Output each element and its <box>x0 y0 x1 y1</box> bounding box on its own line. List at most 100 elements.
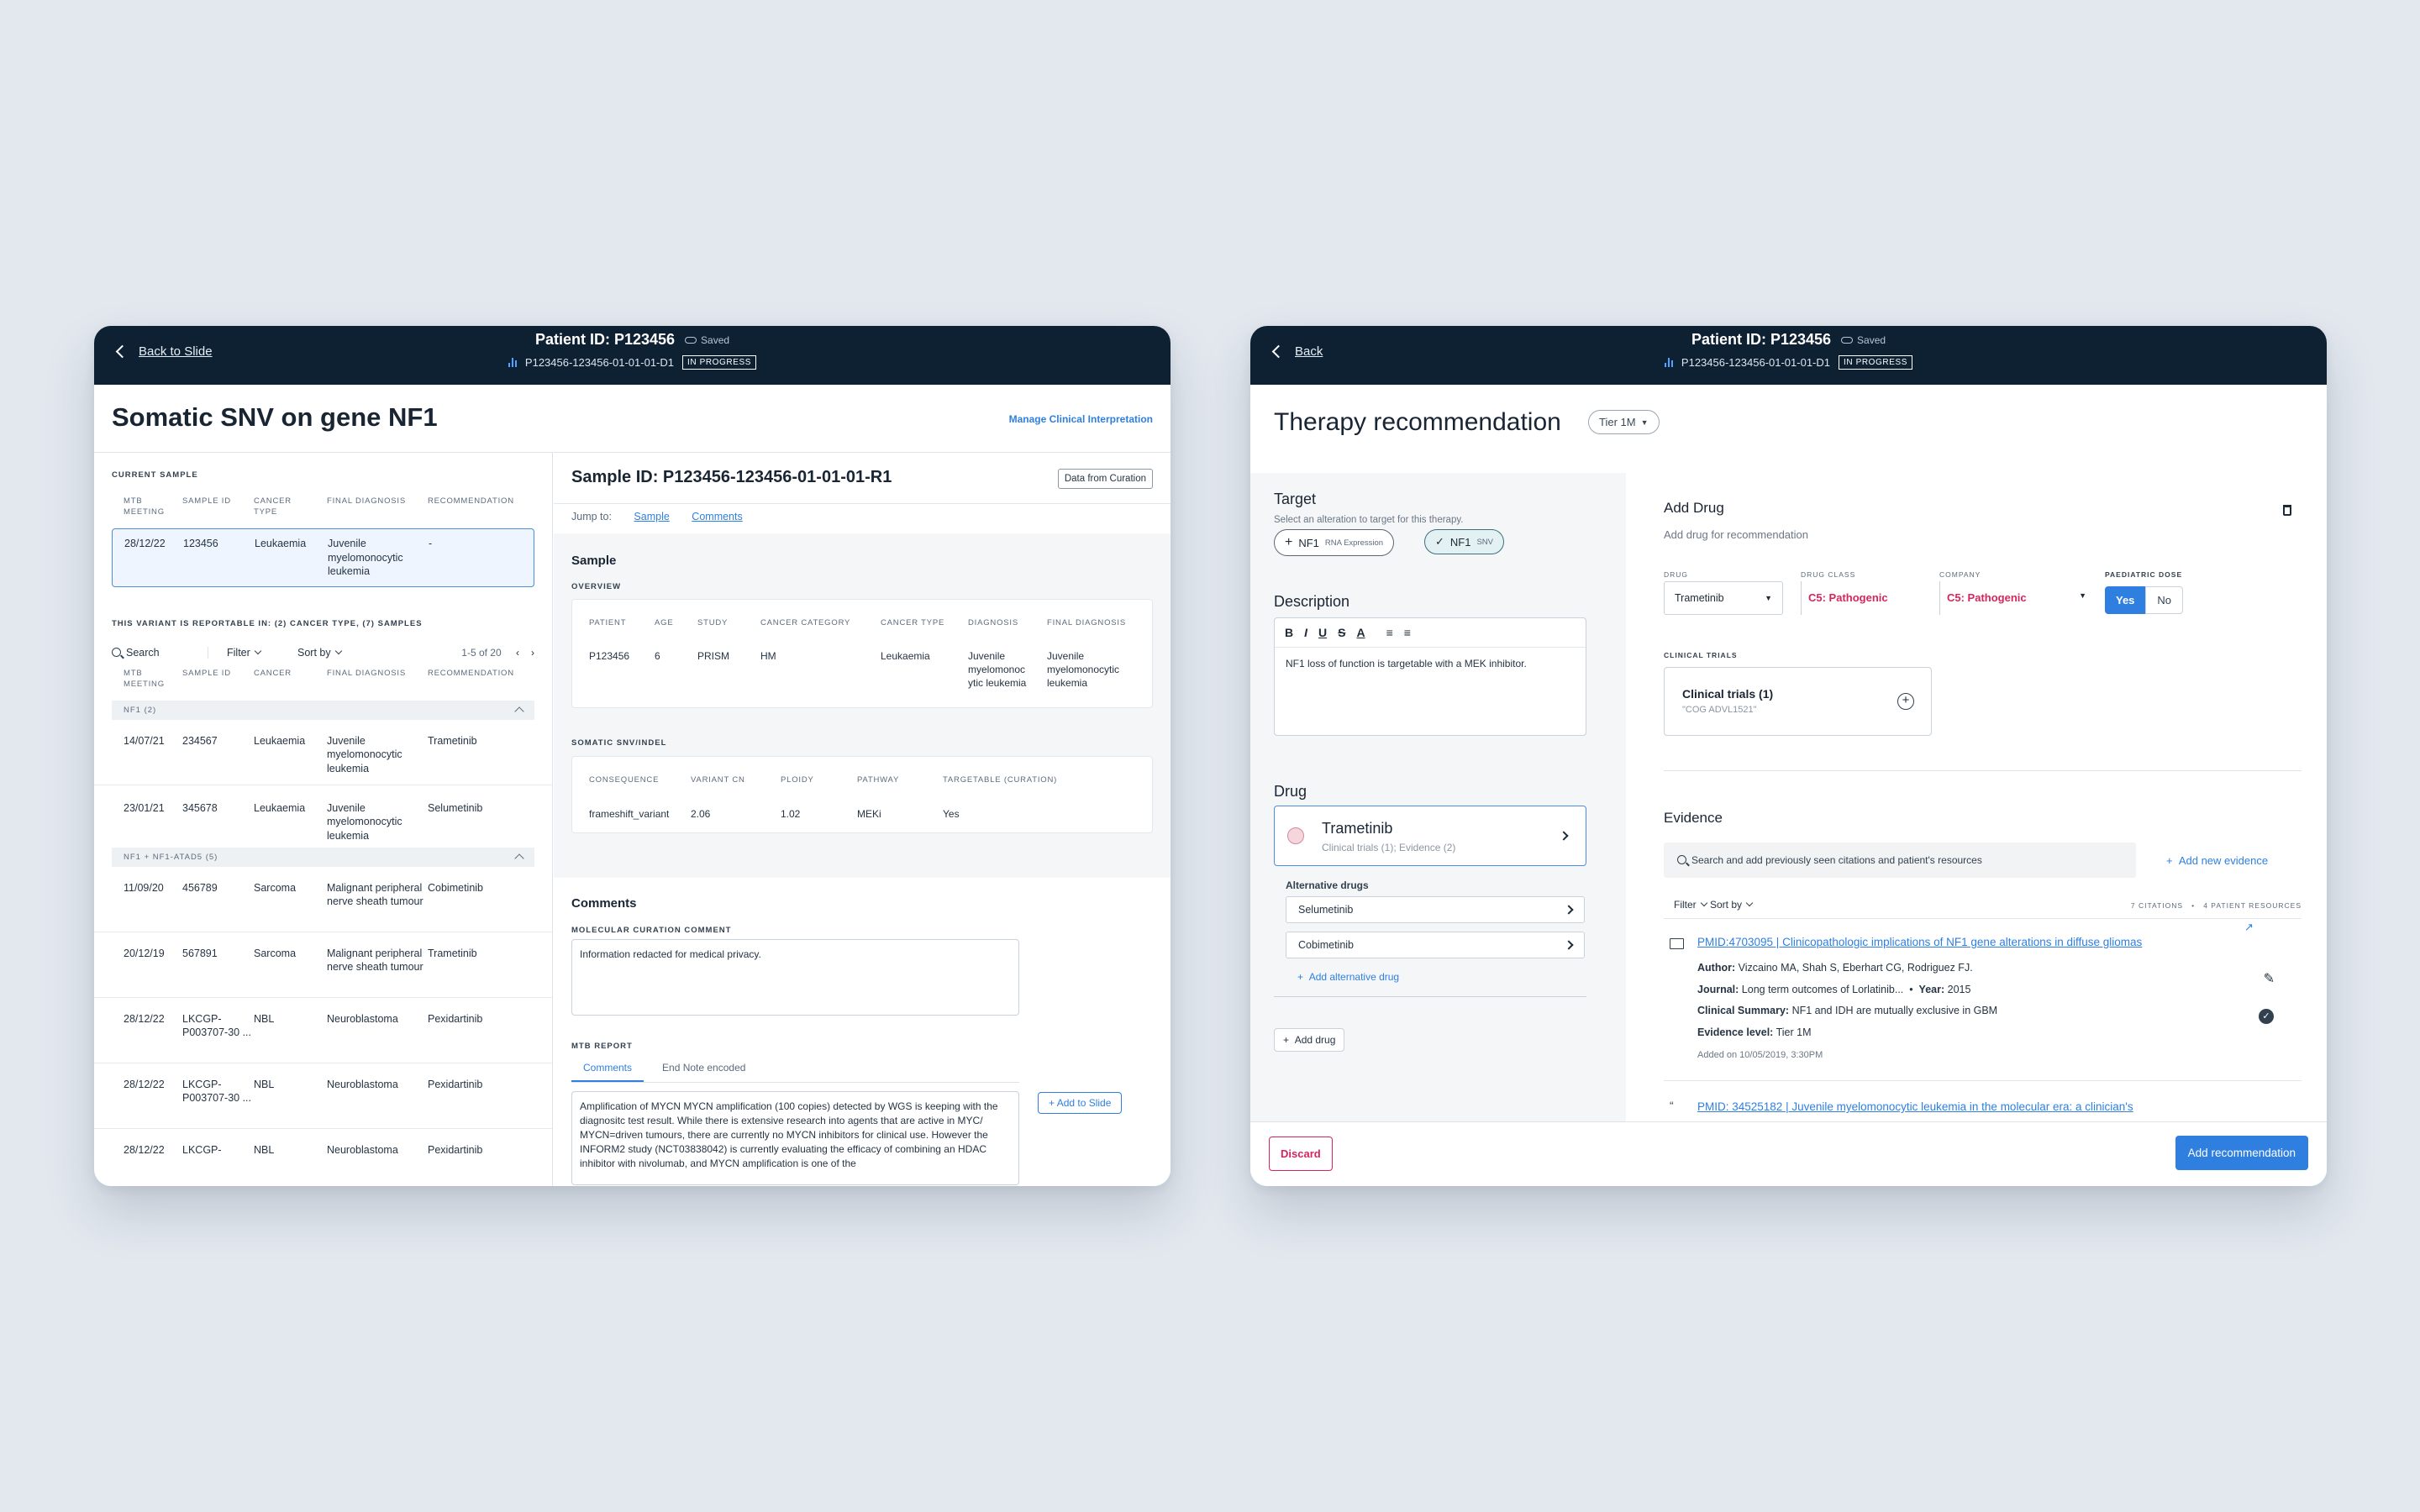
cloud-icon <box>685 336 697 344</box>
paediatric-yes-button[interactable]: Yes <box>2105 586 2146 614</box>
table-row[interactable]: 28/12/22 LKCGP- NBL Neuroblastoma Pexidartin… <box>94 1129 552 1187</box>
sample-heading: Sample <box>571 554 617 568</box>
tab-end-note[interactable]: End Note encoded <box>662 1062 746 1074</box>
current-sample-label: CURRENT SAMPLE <box>112 470 198 480</box>
drug-select[interactable]: Trametinib ▼ <box>1664 581 1783 615</box>
back-to-slide-link[interactable]: Back to Slide <box>115 344 213 359</box>
samples-table-header: MTB MEETING SAMPLE ID CANCER FINAL DIAGNOSIS… <box>124 668 514 689</box>
evidence-link-2[interactable]: PMID: 34525182 | Juvenile myelomonocytic… <box>1697 1100 2133 1113</box>
add-to-slide-button[interactable]: + Add to Slide <box>1038 1092 1123 1114</box>
evidence-link-1[interactable]: PMID:4703095 | Clinicopathologic implica… <box>1697 936 2143 948</box>
alt-drug-selumetinib[interactable]: Selumetinib <box>1286 896 1585 923</box>
search-icon <box>1677 855 1686 864</box>
target-pill-snv[interactable]: ✓ NF1 SNV <box>1424 529 1505 554</box>
tier-dropdown[interactable]: Tier 1M ▼ <box>1588 410 1660 434</box>
chevron-right-icon <box>1564 905 1574 915</box>
jump-sample-link[interactable]: Sample <box>634 511 670 522</box>
sample-detail-panel: Sample ID: P123456-123456-01-01-01-R1 Da… <box>554 452 1171 1186</box>
prev-page-icon[interactable]: ‹ <box>516 646 519 659</box>
overview-label: OVERVIEW <box>571 582 622 591</box>
bullet-list-icon[interactable]: ≡ <box>1386 626 1393 639</box>
clinical-trials-card[interactable]: Clinical trials (1) "COG ADVL1521" + <box>1664 667 1932 736</box>
add-drug-heading: Add Drug <box>1664 500 1724 516</box>
add-new-evidence-link[interactable]: + Add new evidence <box>2166 854 2269 867</box>
filter-dropdown[interactable]: Filter <box>208 647 281 659</box>
jump-comments-link[interactable]: Comments <box>692 511 743 522</box>
sample-id-title: Sample ID: P123456-123456-01-01-01-R1 <box>571 468 892 486</box>
table-row[interactable]: 11/09/20 456789 Sarcoma Malignant periphera… <box>94 867 552 932</box>
chevron-up-icon <box>514 706 524 717</box>
table-row[interactable]: 20/12/19 567891 Sarcoma Malignant periphera… <box>94 932 552 998</box>
recommendation-form: Target Select an alteration to target fo… <box>1250 473 1626 1121</box>
data-from-curation-button[interactable]: Data from Curation <box>1057 469 1153 489</box>
quote-icon: “ <box>1670 1099 1674 1112</box>
search-icon <box>112 647 121 657</box>
table-row[interactable]: 23/01/21 345678 Leukaemia Juvenile myelomon… <box>124 801 483 842</box>
sample-code: P123456-123456-01-01-01-D1 <box>1681 356 1830 369</box>
company-select[interactable]: C5: Pathogenic ▼ <box>1939 581 2093 615</box>
table-row[interactable]: 28/12/22 LKCGP-P003707-30 ... NBL Neuroblas… <box>94 1063 552 1129</box>
manage-clinical-interpretation-link[interactable]: Manage Clinical Interpretation <box>1008 413 1153 425</box>
evidence-details: Author: Vizcaino MA, Shah S, Eberhart CG… <box>1697 962 1998 1060</box>
evidence-filter[interactable]: Filter <box>1674 899 1707 911</box>
add-recommendation-button[interactable]: Add recommendation <box>2175 1136 2308 1170</box>
mtb-report-field[interactable]: Amplification of MYCN MYCN amplification… <box>571 1091 1019 1185</box>
patient-id: Patient ID: P123456 <box>1691 331 1832 348</box>
next-page-icon[interactable]: › <box>531 646 534 659</box>
book-icon <box>1670 938 1684 949</box>
drug-class-label: DRUG CLASS <box>1801 570 1856 579</box>
caret-down-icon: ▼ <box>1640 417 1649 427</box>
drug-name: Trametinib <box>1322 820 1393 837</box>
overview-card: PATIENT AGE STUDY CANCER CATEGORY CANCER TYP… <box>571 599 1153 708</box>
tab-comments[interactable]: Comments <box>571 1062 644 1082</box>
selected-drug-card[interactable]: Trametinib Clinical trials (1); Evidence… <box>1274 806 1586 866</box>
sample-code: P123456-123456-01-01-01-D1 <box>524 356 674 369</box>
group-nf1[interactable]: NF1 (2) <box>112 700 534 720</box>
bar-chart-icon <box>1664 358 1673 367</box>
evidence-sort[interactable]: Sort by <box>1710 899 1754 911</box>
saved-status: Saved <box>685 334 729 346</box>
curation-comment-field[interactable]: Information redacted for medical privacy… <box>571 939 1019 1016</box>
check-circle-icon[interactable]: ✓ <box>2259 1009 2274 1024</box>
plus-icon: + <box>1049 1097 1055 1109</box>
discard-button[interactable]: Discard <box>1269 1137 1333 1171</box>
sort-dropdown[interactable]: Sort by <box>281 647 432 659</box>
strikethrough-icon[interactable]: S <box>1338 626 1346 639</box>
add-drug-button[interactable]: + Add drug <box>1274 1028 1345 1052</box>
table-row[interactable]: 14/07/21 234567 Leukaemia Juvenile myelomon… <box>94 720 552 785</box>
bold-icon[interactable]: B <box>1285 626 1294 639</box>
plus-icon: + <box>1285 535 1293 549</box>
add-drug-panel: Add Drug Add drug for recommendation DRU… <box>1626 473 2327 1121</box>
add-circle-icon[interactable]: + <box>1897 693 1914 710</box>
evidence-counts: 7 CITATIONS • 4 PATIENT RESOURCES <box>2130 901 2302 910</box>
italic-icon[interactable]: I <box>1304 626 1308 639</box>
edit-icon[interactable]: ✎ <box>2263 972 2275 986</box>
saved-status: Saved <box>1841 334 1886 346</box>
target-heading: Target <box>1274 491 1317 507</box>
external-link-icon[interactable]: ↗ <box>2244 921 2254 933</box>
search-button[interactable]: Search <box>112 646 208 659</box>
back-link[interactable]: Back <box>1271 344 1323 359</box>
trash-icon[interactable] <box>2283 505 2291 516</box>
underline-icon[interactable]: U <box>1318 626 1328 639</box>
bar-chart-icon <box>508 358 517 367</box>
paediatric-no-button[interactable]: No <box>2145 586 2184 614</box>
comments-heading: Comments <box>571 896 637 911</box>
check-icon: ✓ <box>1435 535 1444 548</box>
alt-drug-cobimetinib[interactable]: Cobimetinib <box>1286 932 1585 958</box>
numbered-list-icon[interactable]: ≡ <box>1403 626 1411 639</box>
table-row[interactable]: 28/12/22 LKCGP-P003707-30 ... NBL Neuroblas… <box>94 998 552 1063</box>
drug-class-value: C5: Pathogenic <box>1801 581 1931 615</box>
add-alternative-drug-link[interactable]: + Add alternative drug <box>1297 971 1400 983</box>
text-color-icon[interactable]: A <box>1356 626 1365 639</box>
status-badge: IN PROGRESS <box>1839 355 1913 370</box>
chevron-right-icon <box>1564 940 1574 950</box>
current-sample-row[interactable]: 28/12/22 123456 Leukaemia Juvenile myelomon… <box>112 528 534 587</box>
therapy-recommendation-window: Back Patient ID: P123456 Saved P123456-1… <box>1250 326 2327 1186</box>
target-pill-rna[interactable]: + NF1 RNA Expression <box>1274 529 1395 556</box>
group-nf1-atad5[interactable]: NF1 + NF1-ATAD5 (5) <box>112 847 534 867</box>
add-drug-subtitle: Add drug for recommendation <box>1664 528 1808 541</box>
evidence-search-input[interactable]: Search and add previously seen citations… <box>1664 843 2136 878</box>
